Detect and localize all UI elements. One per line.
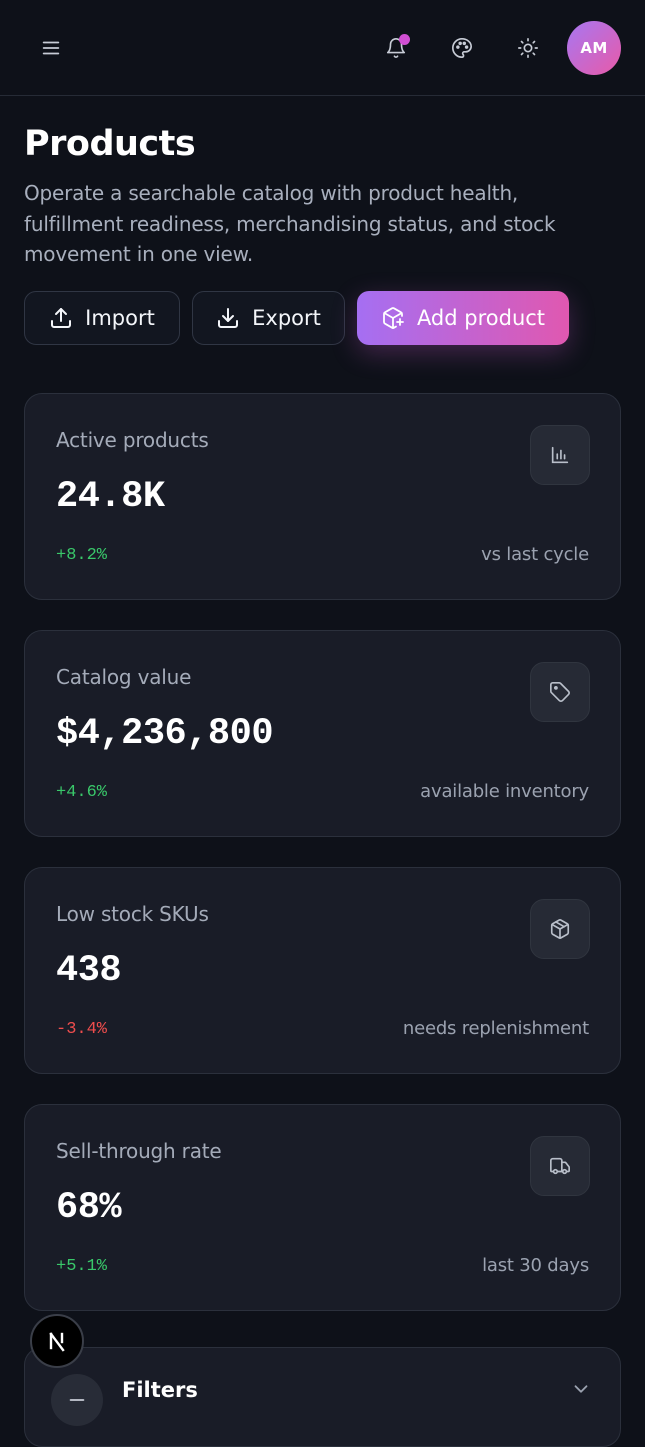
stat-change: +4.6% xyxy=(56,783,108,802)
add-product-button[interactable]: Add product xyxy=(357,291,569,345)
stat-value: $4,236,800 xyxy=(56,713,274,755)
stat-card-catalog-value: Catalog value $4,236,800 +4.6% available… xyxy=(24,630,621,837)
avatar[interactable]: AM xyxy=(567,21,621,75)
import-button[interactable]: Import xyxy=(24,291,180,345)
stat-label: Sell-through rate xyxy=(56,1139,222,1163)
page-description: Operate a searchable catalog with produc… xyxy=(24,181,556,266)
filter-icon xyxy=(51,1374,103,1426)
notification-dot xyxy=(399,34,410,45)
stat-label: Active products xyxy=(56,428,209,452)
stat-change: +8.2% xyxy=(56,546,108,565)
bell-icon xyxy=(386,38,406,58)
bar-chart-icon xyxy=(530,425,590,485)
palette-icon[interactable] xyxy=(442,28,482,68)
add-product-label: Add product xyxy=(416,306,546,330)
upload-icon xyxy=(51,308,72,328)
tag-icon xyxy=(530,662,590,722)
stat-card-active-products: Active products 24.8K +8.2% vs last cycl… xyxy=(24,393,621,600)
menu-icon[interactable] xyxy=(31,28,71,68)
package-plus-icon xyxy=(383,307,404,329)
sun-icon[interactable] xyxy=(508,28,548,68)
export-label: Export xyxy=(252,306,321,330)
notifications-button[interactable] xyxy=(376,28,416,68)
stat-card-low-stock: Low stock SKUs 438 -3.4% needs replenish… xyxy=(24,867,621,1074)
next-logo-icon[interactable] xyxy=(30,1314,84,1368)
stat-label: Catalog value xyxy=(56,665,192,689)
top-bar: AM xyxy=(0,0,645,96)
stat-note: needs replenishment xyxy=(402,1018,589,1039)
import-label: Import xyxy=(85,306,155,330)
stat-note: last 30 days xyxy=(482,1255,589,1276)
stat-value: 24.8K xyxy=(56,476,165,518)
stat-label: Low stock SKUs xyxy=(56,902,209,926)
download-icon xyxy=(218,308,239,328)
stat-note: available inventory xyxy=(420,781,589,802)
export-button[interactable]: Export xyxy=(192,291,345,345)
stat-change: -3.4% xyxy=(56,1020,108,1039)
stat-value: 438 xyxy=(56,950,122,992)
filters-card[interactable]: Filters xyxy=(24,1347,621,1447)
page-title: Products xyxy=(24,124,196,164)
stat-note: vs last cycle xyxy=(481,544,589,565)
filters-title: Filters xyxy=(122,1378,198,1402)
chevron-down-icon[interactable] xyxy=(570,1378,592,1404)
stat-value: 68% xyxy=(56,1187,122,1229)
package-icon xyxy=(530,899,590,959)
stat-card-sell-through: Sell-through rate 68% +5.1% last 30 days xyxy=(24,1104,621,1311)
truck-icon xyxy=(530,1136,590,1196)
stat-change: +5.1% xyxy=(56,1257,108,1276)
